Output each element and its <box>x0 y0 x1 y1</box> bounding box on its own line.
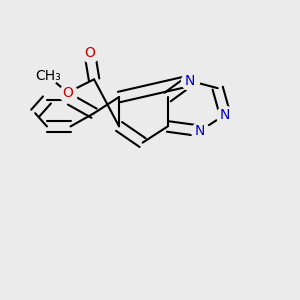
Text: O: O <box>62 85 73 100</box>
Text: CH₃: CH₃ <box>35 69 61 83</box>
Text: N: N <box>184 74 195 88</box>
Text: N: N <box>220 108 230 122</box>
Text: O: O <box>84 46 95 60</box>
Text: N: N <box>195 124 205 138</box>
